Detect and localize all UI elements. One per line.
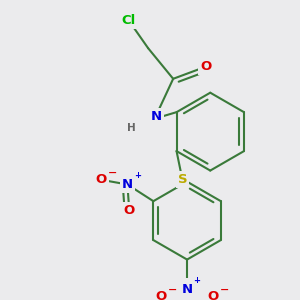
- Text: Cl: Cl: [122, 14, 136, 27]
- Text: O: O: [155, 290, 167, 300]
- Text: O: O: [200, 60, 211, 73]
- Text: N: N: [182, 283, 193, 296]
- Text: −: −: [220, 285, 229, 295]
- Text: −: −: [168, 285, 177, 295]
- Text: +: +: [194, 276, 201, 285]
- Text: +: +: [134, 171, 141, 180]
- Text: N: N: [122, 178, 133, 191]
- Text: O: O: [96, 173, 107, 186]
- Text: O: O: [124, 204, 135, 217]
- Text: S: S: [178, 173, 187, 186]
- Text: H: H: [127, 123, 136, 133]
- Text: −: −: [108, 168, 117, 178]
- Text: N: N: [151, 110, 162, 123]
- Text: O: O: [207, 290, 219, 300]
